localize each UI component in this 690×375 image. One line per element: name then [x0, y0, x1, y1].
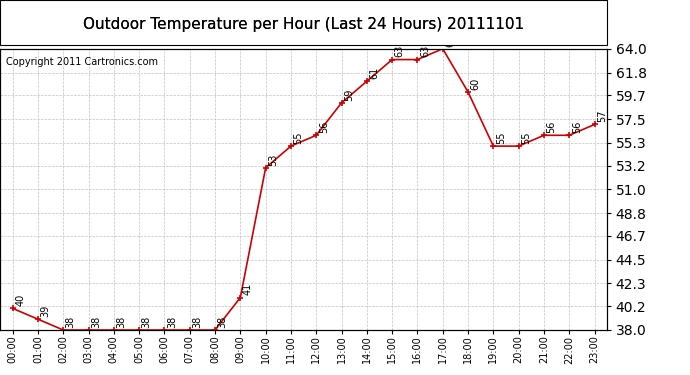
Text: 55: 55 [496, 132, 506, 144]
Text: 56: 56 [546, 121, 556, 133]
Text: Outdoor Temperature per Hour (Last 24 Hours) 20111101: Outdoor Temperature per Hour (Last 24 Ho… [83, 17, 524, 32]
Text: 55: 55 [521, 132, 531, 144]
Text: 57: 57 [597, 110, 607, 122]
Text: 59: 59 [344, 88, 354, 101]
Text: 64: 64 [445, 34, 455, 46]
Text: 55: 55 [293, 132, 304, 144]
Text: 41: 41 [243, 283, 253, 296]
Text: Copyright 2011 Cartronics.com: Copyright 2011 Cartronics.com [6, 57, 158, 67]
Text: 56: 56 [319, 121, 328, 133]
Text: 38: 38 [141, 316, 152, 328]
Text: 63: 63 [420, 45, 430, 57]
Text: 60: 60 [471, 78, 480, 90]
Text: 38: 38 [217, 316, 228, 328]
Text: 38: 38 [66, 316, 76, 328]
Text: 61: 61 [369, 67, 380, 79]
Text: 38: 38 [117, 316, 126, 328]
Text: 53: 53 [268, 153, 278, 166]
Text: 38: 38 [167, 316, 177, 328]
Text: 56: 56 [572, 121, 582, 133]
Text: Outdoor Temperature per Hour (Last 24 Hours) 20111101: Outdoor Temperature per Hour (Last 24 Ho… [83, 17, 524, 32]
Text: 38: 38 [193, 316, 202, 328]
Text: 38: 38 [91, 316, 101, 328]
Text: 63: 63 [395, 45, 404, 57]
Text: 39: 39 [41, 305, 50, 317]
Text: 40: 40 [15, 294, 25, 306]
